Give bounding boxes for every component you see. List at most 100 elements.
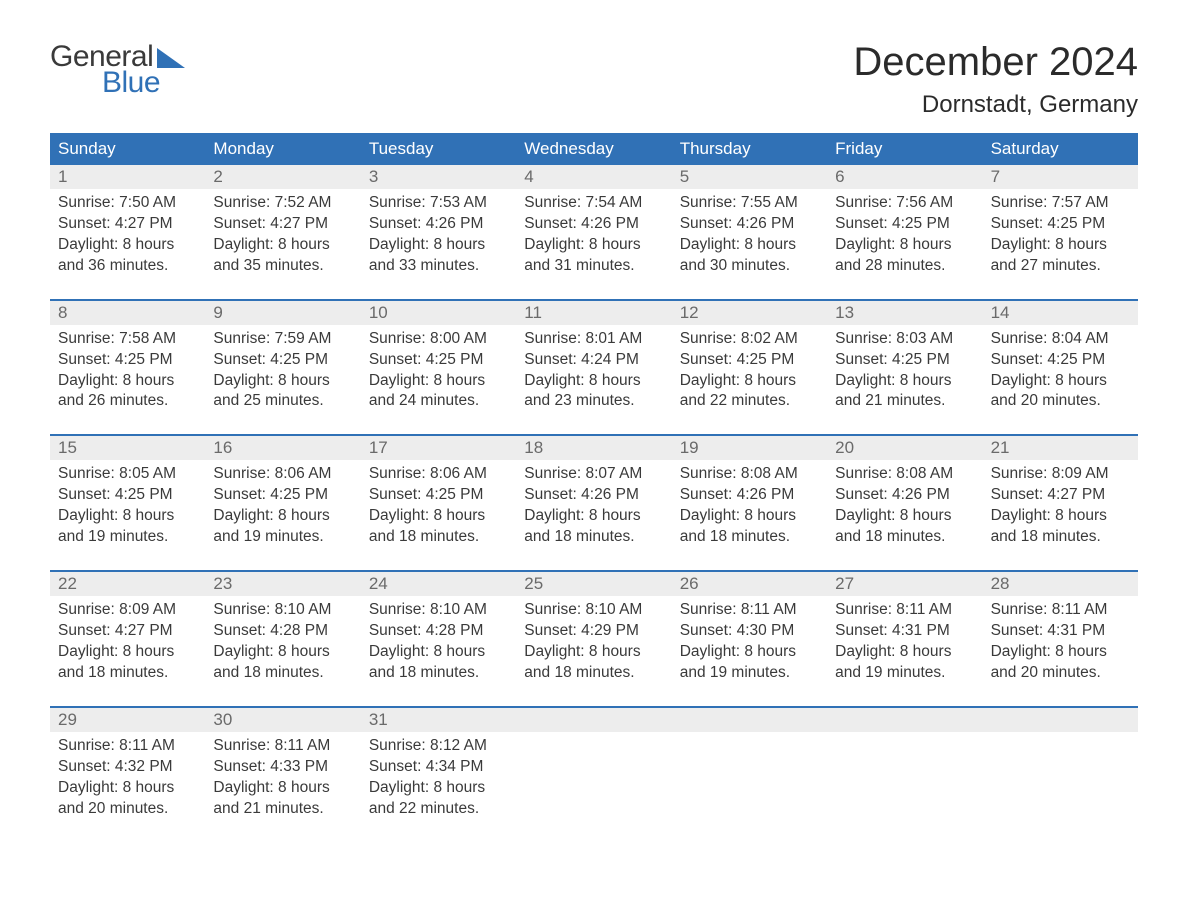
sunrise-line: Sunrise: 8:05 AM	[58, 464, 197, 485]
sunrise-line: Sunrise: 8:00 AM	[369, 329, 508, 350]
day-number-row: 27	[827, 572, 982, 596]
sunrise-line: Sunrise: 8:08 AM	[680, 464, 819, 485]
day-number	[827, 710, 835, 729]
day-number-row: 30	[205, 708, 360, 732]
dow-sunday: Sunday	[50, 133, 205, 165]
sunrise-line: Sunrise: 8:11 AM	[58, 736, 197, 757]
sunrise-line: Sunrise: 8:02 AM	[680, 329, 819, 350]
daylight-line-1: Daylight: 8 hours	[213, 506, 352, 527]
sunset-line: Sunset: 4:25 PM	[213, 485, 352, 506]
day-number-row: 12	[672, 301, 827, 325]
daylight-line-2: and 19 minutes.	[213, 527, 352, 548]
daylight-line-1: Daylight: 8 hours	[835, 506, 974, 527]
sunset-line: Sunset: 4:29 PM	[524, 621, 663, 642]
day-number-row: 6	[827, 165, 982, 189]
day-number: 26	[672, 574, 699, 593]
day-number: 22	[50, 574, 77, 593]
day-number: 13	[827, 303, 854, 322]
day-cell: 12Sunrise: 8:02 AMSunset: 4:25 PMDayligh…	[672, 301, 827, 421]
day-cell: 9Sunrise: 7:59 AMSunset: 4:25 PMDaylight…	[205, 301, 360, 421]
day-number-row: 3	[361, 165, 516, 189]
daylight-line-2: and 33 minutes.	[369, 256, 508, 277]
daylight-line-1: Daylight: 8 hours	[213, 235, 352, 256]
day-cell: 6Sunrise: 7:56 AMSunset: 4:25 PMDaylight…	[827, 165, 982, 285]
day-number-row	[983, 708, 1138, 732]
daylight-line-2: and 21 minutes.	[835, 391, 974, 412]
day-number: 11	[516, 303, 542, 322]
daylight-line-2: and 27 minutes.	[991, 256, 1130, 277]
daylight-line-2: and 18 minutes.	[369, 663, 508, 684]
daylight-line-1: Daylight: 8 hours	[680, 235, 819, 256]
daylight-line-2: and 28 minutes.	[835, 256, 974, 277]
daylight-line-1: Daylight: 8 hours	[58, 235, 197, 256]
week-row: 1Sunrise: 7:50 AMSunset: 4:27 PMDaylight…	[50, 165, 1138, 285]
day-number-row: 28	[983, 572, 1138, 596]
sunrise-line: Sunrise: 7:59 AM	[213, 329, 352, 350]
day-number: 19	[672, 438, 699, 457]
sunset-line: Sunset: 4:25 PM	[680, 350, 819, 371]
sunset-line: Sunset: 4:25 PM	[991, 214, 1130, 235]
day-number-row: 22	[50, 572, 205, 596]
day-number: 3	[361, 167, 378, 186]
sunrise-line: Sunrise: 7:58 AM	[58, 329, 197, 350]
day-cell	[983, 708, 1138, 828]
sunset-line: Sunset: 4:31 PM	[835, 621, 974, 642]
sunrise-line: Sunrise: 8:04 AM	[991, 329, 1130, 350]
sunset-line: Sunset: 4:26 PM	[835, 485, 974, 506]
daylight-line-2: and 23 minutes.	[524, 391, 663, 412]
daylight-line-1: Daylight: 8 hours	[213, 371, 352, 392]
sunset-line: Sunset: 4:26 PM	[524, 485, 663, 506]
daylight-line-2: and 21 minutes.	[213, 799, 352, 820]
daylight-line-2: and 18 minutes.	[680, 527, 819, 548]
day-number: 7	[983, 167, 1000, 186]
sunrise-line: Sunrise: 8:11 AM	[991, 600, 1130, 621]
day-number	[983, 710, 991, 729]
day-cell: 7Sunrise: 7:57 AMSunset: 4:25 PMDaylight…	[983, 165, 1138, 285]
sunset-line: Sunset: 4:27 PM	[213, 214, 352, 235]
day-cell: 8Sunrise: 7:58 AMSunset: 4:25 PMDaylight…	[50, 301, 205, 421]
day-cell: 28Sunrise: 8:11 AMSunset: 4:31 PMDayligh…	[983, 572, 1138, 692]
daylight-line-1: Daylight: 8 hours	[369, 778, 508, 799]
daylight-line-2: and 19 minutes.	[680, 663, 819, 684]
day-number-row: 29	[50, 708, 205, 732]
sunrise-line: Sunrise: 8:10 AM	[369, 600, 508, 621]
day-number-row: 13	[827, 301, 982, 325]
sunrise-line: Sunrise: 8:11 AM	[213, 736, 352, 757]
daylight-line-2: and 25 minutes.	[213, 391, 352, 412]
day-number	[672, 710, 680, 729]
day-number-row: 10	[361, 301, 516, 325]
day-number: 4	[516, 167, 533, 186]
day-number: 16	[205, 438, 232, 457]
day-cell: 4Sunrise: 7:54 AMSunset: 4:26 PMDaylight…	[516, 165, 671, 285]
header: General Blue December 2024 Dornstadt, Ge…	[50, 40, 1138, 119]
week-row: 8Sunrise: 7:58 AMSunset: 4:25 PMDaylight…	[50, 299, 1138, 421]
dow-wednesday: Wednesday	[516, 133, 671, 165]
day-number: 9	[205, 303, 222, 322]
day-cell: 16Sunrise: 8:06 AMSunset: 4:25 PMDayligh…	[205, 436, 360, 556]
daylight-line-1: Daylight: 8 hours	[58, 506, 197, 527]
day-cell: 21Sunrise: 8:09 AMSunset: 4:27 PMDayligh…	[983, 436, 1138, 556]
day-cell: 1Sunrise: 7:50 AMSunset: 4:27 PMDaylight…	[50, 165, 205, 285]
sunrise-line: Sunrise: 8:11 AM	[835, 600, 974, 621]
daylight-line-2: and 22 minutes.	[369, 799, 508, 820]
daylight-line-1: Daylight: 8 hours	[369, 506, 508, 527]
day-cell: 15Sunrise: 8:05 AMSunset: 4:25 PMDayligh…	[50, 436, 205, 556]
sunset-line: Sunset: 4:25 PM	[58, 350, 197, 371]
day-number: 25	[516, 574, 543, 593]
daylight-line-1: Daylight: 8 hours	[58, 642, 197, 663]
day-cell: 29Sunrise: 8:11 AMSunset: 4:32 PMDayligh…	[50, 708, 205, 828]
dow-tuesday: Tuesday	[361, 133, 516, 165]
daylight-line-1: Daylight: 8 hours	[213, 642, 352, 663]
day-cell: 27Sunrise: 8:11 AMSunset: 4:31 PMDayligh…	[827, 572, 982, 692]
day-number	[516, 710, 524, 729]
daylight-line-1: Daylight: 8 hours	[991, 506, 1130, 527]
daylight-line-1: Daylight: 8 hours	[524, 642, 663, 663]
sunrise-line: Sunrise: 7:53 AM	[369, 193, 508, 214]
day-cell: 19Sunrise: 8:08 AMSunset: 4:26 PMDayligh…	[672, 436, 827, 556]
sunset-line: Sunset: 4:25 PM	[835, 214, 974, 235]
day-number: 24	[361, 574, 388, 593]
day-number: 1	[50, 167, 67, 186]
daylight-line-1: Daylight: 8 hours	[369, 642, 508, 663]
day-cell: 30Sunrise: 8:11 AMSunset: 4:33 PMDayligh…	[205, 708, 360, 828]
daylight-line-2: and 19 minutes.	[58, 527, 197, 548]
